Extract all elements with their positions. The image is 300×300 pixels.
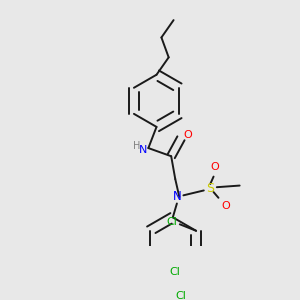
Text: S: S [206,182,214,195]
Text: H: H [133,141,141,152]
Text: O: O [210,162,219,172]
Text: N: N [173,190,182,203]
Text: Cl: Cl [169,267,180,278]
Text: Cl: Cl [176,291,186,300]
Text: Cl: Cl [166,217,177,227]
Text: O: O [183,130,192,140]
Text: O: O [221,201,230,211]
Text: N: N [139,145,147,155]
